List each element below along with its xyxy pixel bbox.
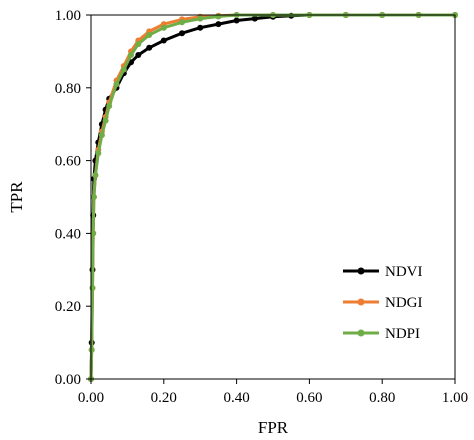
ndpi-point-1	[88, 346, 95, 353]
ndpi-point-6	[95, 150, 102, 157]
legend-marker-ndgi	[357, 298, 365, 306]
ndpi-point-16	[179, 19, 185, 26]
ndvi-point-14	[146, 44, 153, 51]
y-tick-label-1: 0.20	[55, 299, 81, 315]
ndpi-point-9	[106, 103, 113, 109]
ndpi-point-5	[92, 172, 99, 179]
x-tick-label-5: 1.00	[442, 390, 468, 406]
ndvi-point-15	[160, 37, 167, 44]
x-tick-label-4: 0.80	[369, 390, 395, 406]
y-tick-label-2: 0.40	[55, 226, 81, 242]
plot-frame	[90, 14, 456, 380]
ndpi-point-11	[120, 66, 127, 73]
x-axis-title: FPR	[258, 418, 289, 437]
legend: NDVI NDGI NDPI	[343, 264, 423, 342]
ndvi-point-19	[233, 17, 240, 24]
ndpi-point-14	[146, 32, 153, 38]
ndpi-point-13	[135, 41, 142, 48]
legend-marker-ndpi	[357, 329, 365, 337]
y-tick-label-0: 0.00	[55, 372, 81, 388]
x-tick-label-0: 0.00	[78, 390, 104, 406]
ndvi-point-17	[197, 24, 204, 31]
y-tick-label-3: 0.60	[55, 154, 81, 170]
ndpi-point-15	[160, 24, 167, 31]
ndvi-series-line	[89, 13, 455, 380]
ndpi-point-10	[113, 81, 120, 88]
ndpi-point-3	[90, 230, 97, 237]
legend-label-ndgi: NDGI	[385, 295, 423, 311]
ndpi-point-7	[98, 132, 105, 139]
y-axis-title: TPR	[7, 181, 26, 213]
legend-marker-ndvi	[357, 267, 365, 275]
ndvi-point-16	[179, 30, 185, 37]
x-tick-label-3: 0.60	[296, 390, 322, 406]
ndpi-point-8	[102, 117, 109, 124]
ndpi-point-17	[197, 15, 204, 22]
x-tick-label-1: 0.20	[151, 390, 177, 406]
ndvi-point-13	[135, 52, 142, 58]
y-tick-label-5: 1.00	[55, 8, 81, 24]
legend-label-ndpi: NDPI	[385, 326, 420, 342]
legend-label-ndvi: NDVI	[385, 264, 423, 280]
ndpi-point-12	[128, 52, 134, 58]
ndgi-series-line	[89, 13, 455, 380]
ndpi-point-4	[90, 194, 97, 200]
ndpi-point-2	[89, 285, 96, 291]
ndvi-point-18	[215, 21, 222, 28]
y-tick-label-4: 0.80	[55, 81, 81, 97]
ndvi-point-20	[251, 15, 258, 22]
ndpi-point-18	[215, 13, 222, 20]
ndpi-series-line	[89, 13, 455, 380]
x-tick-label-2: 0.40	[223, 390, 249, 406]
axis-ticks: 0.00 0.20 0.40 0.60 0.80 1.00 0.00 0.20 0.40 0.60…	[55, 8, 468, 406]
